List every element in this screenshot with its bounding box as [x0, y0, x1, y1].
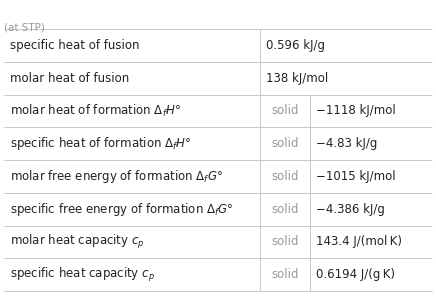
Text: −1015 kJ/mol: −1015 kJ/mol: [317, 170, 396, 183]
Text: solid: solid: [272, 236, 299, 248]
Text: −4.386 kJ/g: −4.386 kJ/g: [317, 203, 385, 216]
Text: molar free energy of formation $\Delta_f G°$: molar free energy of formation $\Delta_f…: [10, 168, 223, 185]
Text: solid: solid: [272, 104, 299, 117]
Text: 0.596 kJ/g: 0.596 kJ/g: [266, 39, 325, 52]
Text: solid: solid: [272, 170, 299, 183]
Text: specific heat of fusion: specific heat of fusion: [10, 39, 140, 52]
Text: solid: solid: [272, 203, 299, 216]
Text: 0.6194 J/(g K): 0.6194 J/(g K): [317, 268, 395, 281]
Text: molar heat of formation $\Delta_f H°$: molar heat of formation $\Delta_f H°$: [10, 103, 181, 119]
Text: solid: solid: [272, 268, 299, 281]
Text: (at STP): (at STP): [4, 22, 45, 32]
Text: 143.4 J/(mol K): 143.4 J/(mol K): [317, 236, 402, 248]
Text: specific heat capacity $c_p$: specific heat capacity $c_p$: [10, 266, 155, 284]
Text: specific free energy of formation $\Delta_f G°$: specific free energy of formation $\Delt…: [10, 201, 234, 218]
Text: solid: solid: [272, 137, 299, 150]
Text: specific heat of formation $\Delta_f H°$: specific heat of formation $\Delta_f H°$: [10, 135, 191, 152]
Text: molar heat of fusion: molar heat of fusion: [10, 72, 129, 85]
Text: molar heat capacity $c_p$: molar heat capacity $c_p$: [10, 233, 145, 251]
Text: −1118 kJ/mol: −1118 kJ/mol: [317, 104, 396, 117]
Text: 138 kJ/mol: 138 kJ/mol: [266, 72, 328, 85]
Text: −4.83 kJ/g: −4.83 kJ/g: [317, 137, 378, 150]
